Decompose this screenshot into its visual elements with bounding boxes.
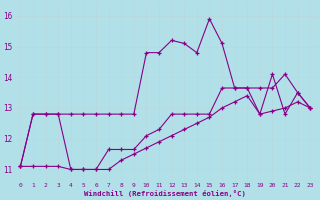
X-axis label: Windchill (Refroidissement éolien,°C): Windchill (Refroidissement éolien,°C) <box>84 190 246 197</box>
